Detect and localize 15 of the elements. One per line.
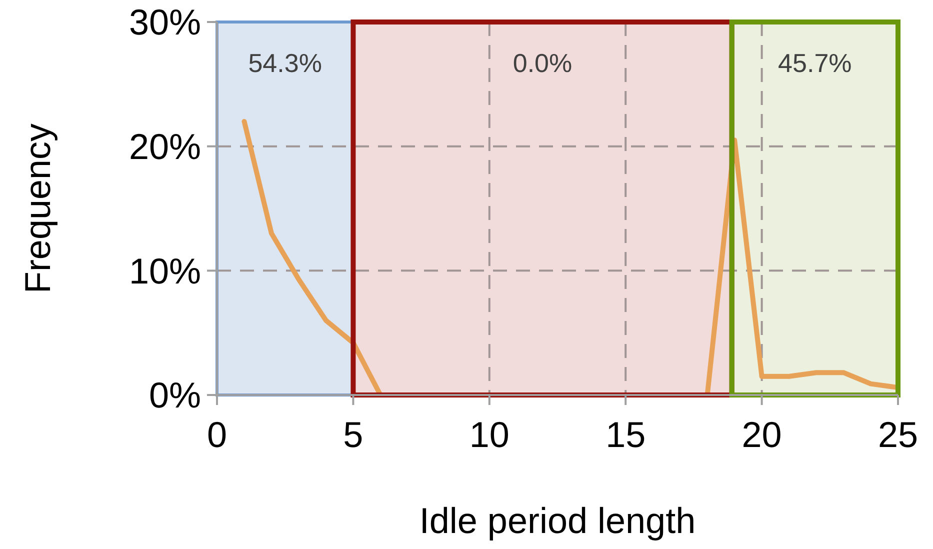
x-tick-label: 5 [343, 414, 364, 455]
band-label: 54.3% [248, 48, 322, 78]
y-tick-label: 0% [148, 374, 201, 416]
y-axis-title: Frequency [17, 123, 58, 294]
x-tick-label: 0 [206, 414, 228, 455]
x-tick-label: 20 [742, 414, 782, 455]
x-tick-label: 10 [469, 414, 510, 455]
y-tick-label: 30% [128, 2, 201, 43]
y-tick-label: 20% [128, 126, 201, 167]
band-label: 45.7% [778, 48, 852, 78]
y-tick-label: 10% [128, 250, 201, 292]
band-label: 0.0% [512, 48, 572, 78]
x-tick-label: 25 [878, 414, 918, 455]
x-tick-label: 15 [606, 414, 646, 455]
x-axis-title: Idle period length [419, 500, 696, 541]
